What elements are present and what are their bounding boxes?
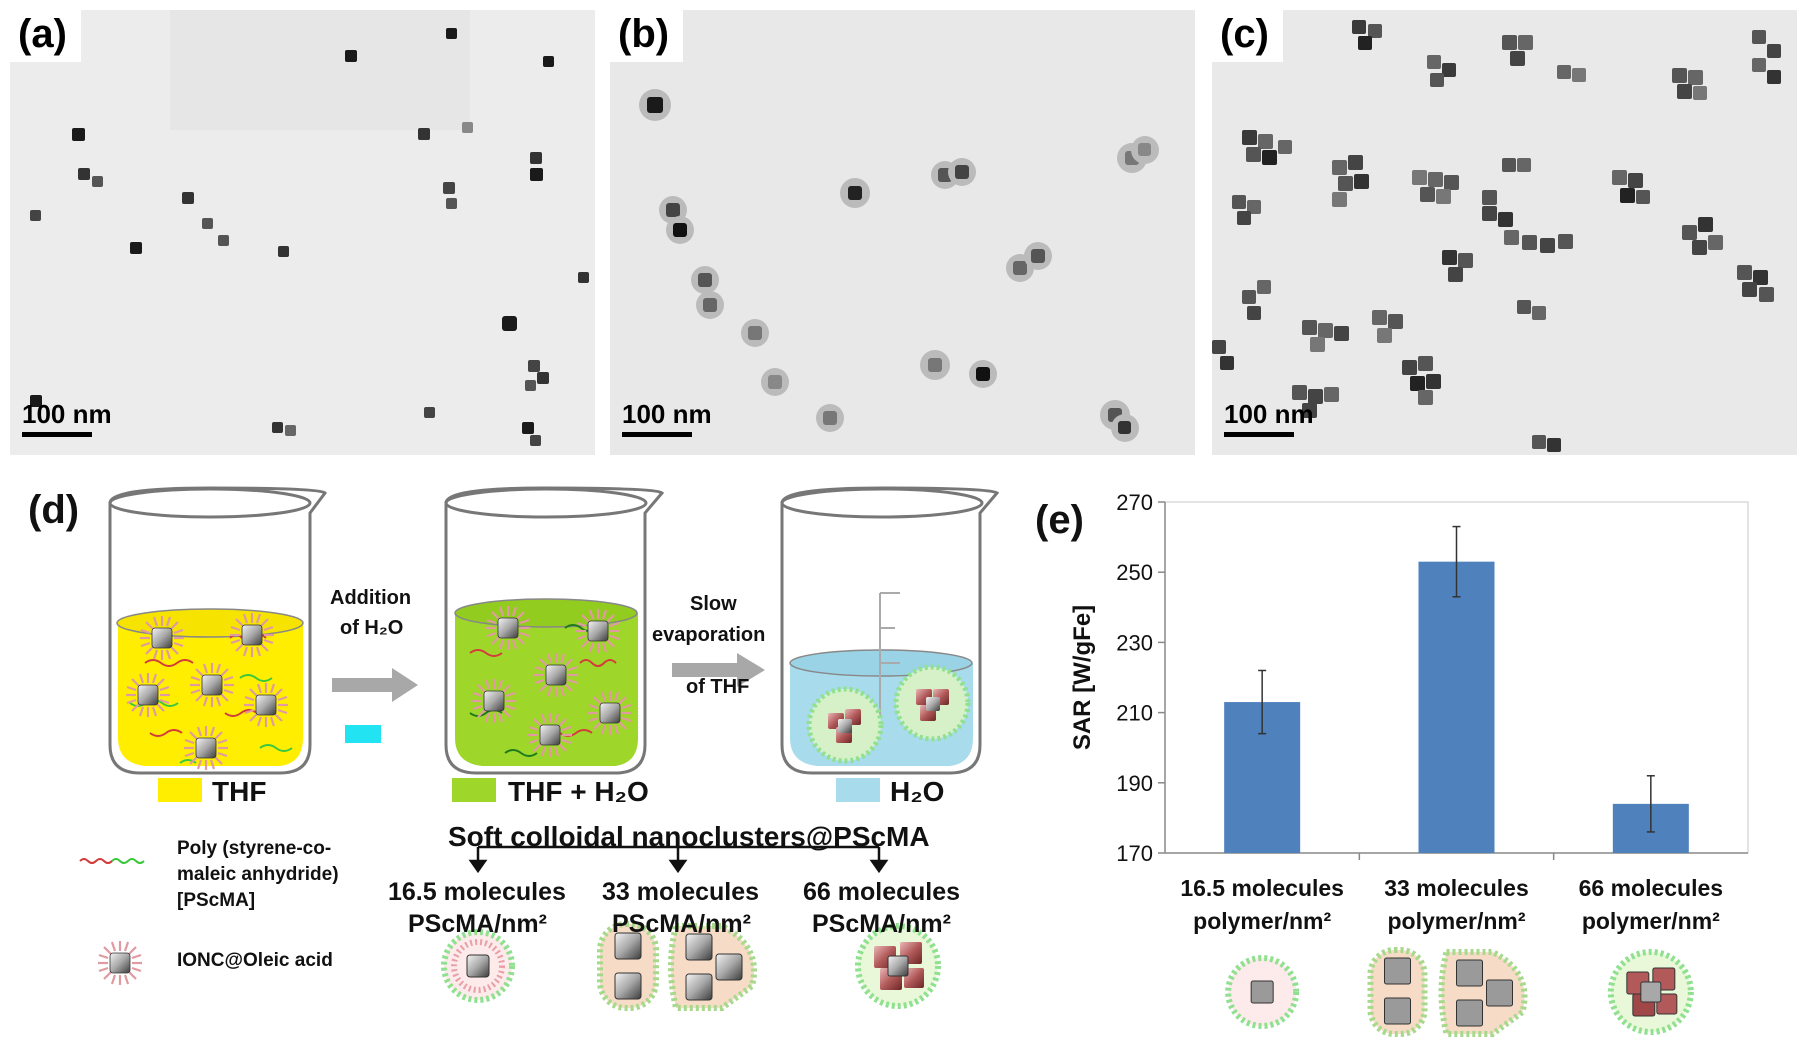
scale-bar-label-c: 100 nm xyxy=(1224,399,1314,429)
x-category-label: polymer/nm² xyxy=(1582,908,1720,934)
nanocluster-title: Soft colloidal nanoclusters@PScMA xyxy=(448,821,930,852)
beaker-thf-water xyxy=(444,486,665,775)
branch-label-1-line2: PScMA/nm² xyxy=(408,910,547,938)
tem-image-c xyxy=(1212,10,1797,455)
chart-cluster-icon-2 xyxy=(1367,947,1528,1037)
arrow1-label-line2: of H₂O xyxy=(340,617,404,639)
y-tick-label: 210 xyxy=(1116,701,1153,726)
bar xyxy=(1418,561,1495,853)
tem-panel-c: (c) 100 nm xyxy=(1212,10,1797,455)
cube-mark xyxy=(1250,980,1274,1004)
cluster-icon-16-5 xyxy=(441,929,515,1003)
solvent-label-thf: THF xyxy=(212,776,267,807)
scale-bar-line-b xyxy=(622,432,692,437)
y-tick-label: 270 xyxy=(1116,490,1153,515)
cube-mark xyxy=(1384,997,1411,1025)
x-category-label: 66 molecules xyxy=(1579,875,1723,901)
y-tick-label: 230 xyxy=(1116,630,1153,655)
scale-bar-line-a xyxy=(22,432,92,437)
cluster-icon-33-trimer xyxy=(668,923,757,1011)
sar-bar-chart: 170 190 210 230 250 270 16.5 molecules polymer/… xyxy=(1030,470,1800,1053)
legend-polymer-line1: Poly (styrene-co- xyxy=(177,838,332,859)
x-category-label: polymer/nm² xyxy=(1193,908,1331,934)
polymer-chain-icon xyxy=(79,858,145,864)
scale-bar-b: 100 nm xyxy=(622,399,712,437)
cube-mark xyxy=(1640,981,1662,1003)
sar-chart-svg: 170 190 210 230 250 270 16.5 molecules polymer/… xyxy=(1069,490,1749,1037)
branch-label-3-line1: 66 molecules xyxy=(803,878,961,906)
scale-bar-line-c xyxy=(1224,432,1294,437)
legend-swatch-water xyxy=(836,778,880,802)
branch-label-2-line1: 33 molecules xyxy=(602,878,760,906)
y-tick-label: 250 xyxy=(1116,560,1153,585)
cube-mark xyxy=(1456,959,1483,987)
panel-label-e: (e) xyxy=(1035,498,1084,542)
beaker-water xyxy=(780,486,1000,775)
arrow1-label-line1: Addition xyxy=(330,587,412,609)
x-category-label: 16.5 molecules xyxy=(1180,875,1344,901)
arrow-evaporation-icon xyxy=(672,653,765,687)
water-swatch xyxy=(345,725,381,743)
solvent-label-water: H₂O xyxy=(890,776,945,807)
legend-polymer-line3: [PScMA] xyxy=(177,890,256,911)
arrow2-label-line2: evaporation xyxy=(652,624,766,646)
panel-label-a: (a) xyxy=(10,10,81,62)
arrow2-label-line1: Slow xyxy=(690,593,737,615)
cube-mark xyxy=(1486,979,1513,1007)
tem-image-a xyxy=(10,10,595,455)
arrow-addition-icon xyxy=(332,668,418,702)
legend-polymer-line2: maleic anhydride) xyxy=(177,864,339,885)
cluster-icon-66 xyxy=(855,923,941,1009)
cube-mark xyxy=(1656,993,1678,1015)
ionc-legend-icon xyxy=(96,939,144,987)
cube-mark xyxy=(1384,957,1411,985)
panel-label-d: (d) xyxy=(28,488,80,532)
y-axis-label: SAR [W/gFe] xyxy=(1069,605,1096,750)
scale-bar-a: 100 nm xyxy=(22,399,112,437)
cube-mark xyxy=(1456,999,1483,1027)
tem-panel-b: (b) 100 nm xyxy=(610,10,1195,455)
branch-connector xyxy=(468,839,889,874)
arrow2-label-line3: of THF xyxy=(686,676,750,698)
beaker-thf xyxy=(108,486,327,775)
panel-label-b: (b) xyxy=(610,10,684,62)
chart-cluster-icon-3 xyxy=(1607,949,1694,1035)
schematic-drawing xyxy=(79,486,1000,1011)
branch-label-1-line1: 16.5 molecules xyxy=(388,878,566,906)
scale-bar-label-b: 100 nm xyxy=(622,399,712,429)
scale-bar-c: 100 nm xyxy=(1224,399,1314,437)
branch-label-2-line2: PScMA/nm² xyxy=(612,910,751,938)
legend-swatch-thf xyxy=(158,778,202,802)
tem-panel-a: (a) 100 nm xyxy=(10,10,595,455)
solvent-label-thf-water: THF + H₂O xyxy=(508,776,649,807)
x-category-label: 33 molecules xyxy=(1384,875,1528,901)
x-category-label: polymer/nm² xyxy=(1387,908,1525,934)
legend-swatch-thf-water xyxy=(452,778,496,802)
cluster-icon-33-dimer xyxy=(597,921,659,1011)
y-tick-label: 190 xyxy=(1116,771,1153,796)
panel-label-c: (c) xyxy=(1212,10,1283,62)
tem-image-b xyxy=(610,10,1195,455)
branch-label-3-line2: PScMA/nm² xyxy=(812,910,951,938)
y-tick-label: 170 xyxy=(1116,841,1153,866)
scale-bar-label-a: 100 nm xyxy=(22,399,112,429)
chart-cluster-icon-1 xyxy=(1225,955,1300,1029)
legend-ionc: IONC@Oleic acid xyxy=(177,950,333,971)
